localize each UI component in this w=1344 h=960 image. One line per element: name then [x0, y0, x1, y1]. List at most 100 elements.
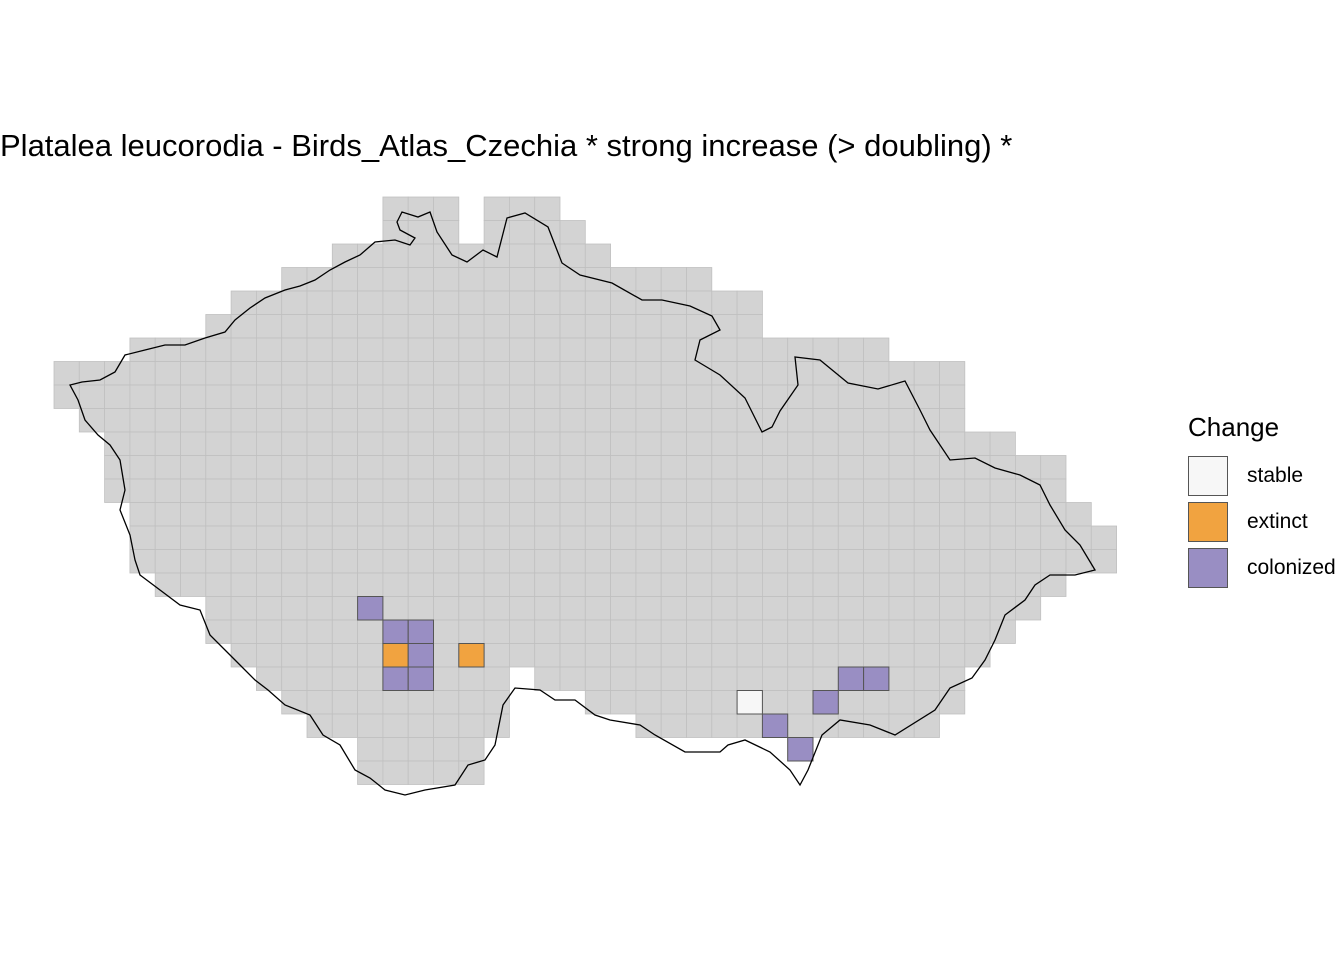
grid-cell — [711, 314, 738, 339]
grid-cell — [458, 431, 485, 456]
grid-cell — [762, 337, 789, 362]
grid-cell — [205, 619, 232, 644]
grid-cell — [433, 337, 460, 362]
grid-cell — [483, 337, 510, 362]
grid-cell — [180, 525, 207, 550]
grid-cell — [989, 431, 1016, 456]
grid-cell — [357, 619, 384, 644]
grid-cell — [433, 361, 460, 386]
grid-cell — [255, 666, 283, 691]
grid-cell — [812, 337, 839, 362]
grid-cell — [331, 431, 358, 456]
grid-cell — [711, 502, 738, 527]
map-title: Platalea leucorodia - Birds_Atlas_Czechi… — [0, 128, 1013, 163]
grid-cell — [357, 690, 384, 715]
grid-cell — [939, 643, 966, 668]
grid-cell — [989, 502, 1016, 527]
grid-cell — [837, 713, 864, 738]
grid-cell — [534, 525, 561, 550]
grid-cell — [180, 572, 207, 597]
grid-cell — [281, 384, 308, 409]
grid-cell — [711, 666, 738, 691]
grid-cell — [837, 455, 864, 480]
grid-cell — [888, 384, 915, 409]
grid-cell — [508, 549, 536, 574]
grid-cell — [129, 455, 156, 480]
grid-cell — [863, 572, 890, 597]
grid-cell — [433, 737, 460, 762]
grid-cell — [458, 525, 485, 550]
grid-cell — [306, 314, 333, 339]
grid-cell — [711, 619, 738, 644]
grid-cell — [863, 596, 890, 621]
grid-cell — [787, 549, 814, 574]
grid-cell — [534, 290, 561, 315]
grid-cell — [458, 243, 485, 268]
grid-cell — [888, 525, 915, 550]
grid-cell — [1065, 502, 1092, 527]
grid-cell — [433, 502, 460, 527]
grid-cell — [154, 572, 181, 597]
legend-item-stable: stable — [1188, 453, 1336, 499]
grid-cell — [255, 596, 283, 621]
grid-cell — [154, 384, 181, 409]
grid-cell — [407, 572, 434, 597]
grid-cell — [154, 525, 181, 550]
grid-cell — [458, 455, 485, 480]
grid-cell — [989, 572, 1016, 597]
grid-cell — [255, 361, 283, 386]
grid-cell — [407, 243, 434, 268]
grid-cell — [812, 619, 839, 644]
grid-cell — [660, 549, 687, 574]
grid-cell — [939, 596, 966, 621]
grid-cell — [913, 525, 940, 550]
grid-cell — [736, 337, 763, 362]
grid-cell — [205, 431, 232, 456]
grid-cell — [205, 384, 232, 409]
grid-cell — [458, 337, 485, 362]
grid-cell — [610, 666, 637, 691]
grid-cell — [357, 572, 384, 597]
grid-cell — [736, 549, 763, 574]
grid-cell — [205, 572, 232, 597]
grid-cell — [787, 713, 814, 738]
grid-cell — [635, 478, 662, 503]
grid-cell — [837, 596, 864, 621]
grid-cell — [129, 361, 156, 386]
grid-cell — [331, 619, 358, 644]
grid-cell — [1090, 525, 1118, 550]
grid-cell — [407, 596, 434, 621]
grid-cell — [230, 314, 257, 339]
grid-cell — [584, 525, 611, 550]
grid-cell — [433, 267, 460, 292]
status-cells-layer — [357, 596, 890, 762]
grid-cell — [686, 525, 713, 550]
grid-cell — [610, 267, 637, 292]
grid-cell — [281, 337, 308, 362]
grid-cell — [964, 431, 991, 456]
grid-cell — [1040, 502, 1067, 527]
grid-cell — [888, 478, 915, 503]
grid-cell — [357, 384, 384, 409]
grid-cell — [534, 220, 561, 245]
grid-cell — [686, 290, 713, 315]
grid-cell — [686, 549, 713, 574]
grid-cell — [787, 361, 814, 386]
grid-cell — [736, 290, 763, 315]
grid-cell — [559, 502, 586, 527]
grid-cell — [433, 713, 460, 738]
grid-cell — [281, 290, 308, 315]
grid-cell — [635, 337, 662, 362]
grid-cell — [508, 455, 536, 480]
grid-cell — [686, 596, 713, 621]
grid-cell — [559, 337, 586, 362]
grid-cell — [762, 455, 789, 480]
grid-cell — [736, 431, 763, 456]
grid-cell — [837, 361, 864, 386]
grid-cell — [255, 384, 283, 409]
grid-cell — [180, 502, 207, 527]
grid-cell — [331, 666, 358, 691]
grid-cell — [382, 737, 409, 762]
grid-cell — [837, 478, 864, 503]
grid-cell — [584, 478, 611, 503]
